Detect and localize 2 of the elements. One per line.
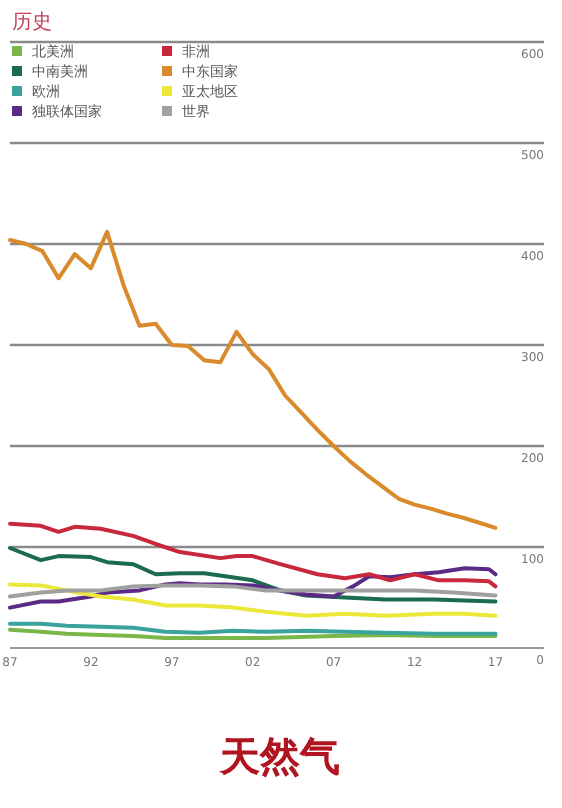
text: 天然气 [218,732,340,780]
chart-title: 历史 [12,10,52,34]
